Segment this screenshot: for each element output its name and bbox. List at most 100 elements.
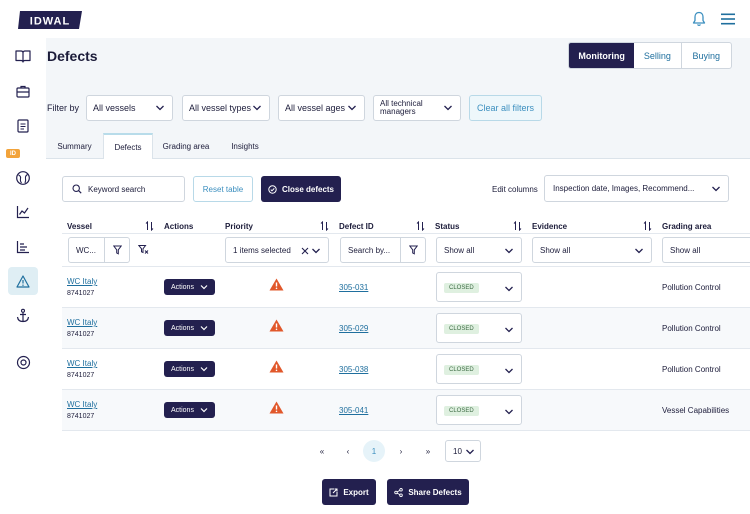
sidebar: ID: [0, 38, 46, 514]
support-icon[interactable]: [8, 348, 38, 376]
status-select[interactable]: CLOSED: [436, 272, 522, 302]
chevron-down-icon: [505, 248, 513, 254]
column-header-grading-area[interactable]: Grading area: [662, 221, 712, 231]
anchor-icon[interactable]: [8, 301, 38, 329]
vessel-link[interactable]: WC Italy: [67, 277, 98, 286]
vessel-link[interactable]: WC Italy: [67, 400, 98, 409]
export-label: Export: [343, 487, 369, 497]
actions-button[interactable]: Actions: [164, 320, 215, 336]
clear-filter-icon[interactable]: [138, 244, 149, 255]
defect-id-link[interactable]: 305-031: [339, 283, 369, 292]
tab-summary[interactable]: Summary: [57, 141, 92, 151]
sort-icon[interactable]: [416, 221, 425, 231]
column-header-actions: Actions: [164, 221, 194, 231]
tab-grading-area[interactable]: Grading area: [162, 141, 210, 151]
chart-icon[interactable]: [8, 198, 38, 226]
vessel-imo: 8741027: [67, 331, 95, 338]
grading-area-filter-select[interactable]: Show all: [662, 237, 750, 263]
defect-id-filter-placeholder: Search by...: [348, 245, 391, 255]
check-circle-icon: [268, 184, 277, 194]
prev-page-button[interactable]: ‹: [346, 446, 350, 456]
vessel-link[interactable]: WC Italy: [67, 359, 98, 368]
monitoring-toggle[interactable]: Monitoring: [569, 43, 635, 68]
share-icon: [394, 487, 404, 497]
sort-icon[interactable]: [145, 221, 154, 231]
chevron-down-icon: [348, 105, 356, 111]
keyword-search-input[interactable]: Keyword search: [62, 176, 185, 202]
vessel-imo: 8741027: [67, 290, 95, 297]
actions-button[interactable]: Actions: [164, 402, 215, 418]
column-header-evidence[interactable]: Evidence: [532, 221, 568, 231]
share-defects-button[interactable]: Share Defects: [387, 479, 469, 505]
reset-table-button[interactable]: Reset table: [193, 176, 253, 202]
first-page-button[interactable]: «: [319, 446, 325, 456]
sort-icon[interactable]: [643, 221, 652, 231]
chevron-down-icon: [444, 105, 452, 111]
defect-id-filter-input[interactable]: Search by...: [340, 237, 401, 263]
status-filter-select[interactable]: Show all: [436, 237, 522, 263]
column-header-vessel[interactable]: Vessel: [67, 221, 92, 231]
grading-area-value: Pollution Control: [662, 365, 721, 374]
buying-toggle[interactable]: Buying: [692, 50, 721, 61]
edit-columns-select[interactable]: Inspection date, Images, Recommend...: [544, 175, 729, 202]
defect-id-link[interactable]: 305-029: [339, 324, 369, 333]
technical-managers-filter[interactable]: All technical managers: [373, 95, 461, 121]
briefcase-icon[interactable]: [8, 77, 38, 105]
status-select[interactable]: CLOSED: [436, 313, 522, 343]
globe-icon[interactable]: [8, 164, 38, 192]
list-chart-icon[interactable]: [8, 233, 38, 261]
priority-filter-select[interactable]: 1 items selected: [225, 237, 329, 263]
vessel-link[interactable]: WC Italy: [67, 318, 98, 327]
search-placeholder: Keyword search: [88, 184, 146, 194]
status-select[interactable]: CLOSED: [436, 395, 522, 425]
chevron-down-icon: [505, 327, 513, 333]
column-header-status[interactable]: Status: [435, 221, 460, 231]
defect-id-link[interactable]: 305-041: [339, 406, 369, 415]
grading-area-value: Vessel Capabilities: [662, 406, 730, 415]
header-divider: [62, 233, 750, 234]
page-1-button[interactable]: 1: [363, 440, 385, 462]
idwal-logo[interactable]: IDWAL: [18, 11, 84, 29]
actions-label: Actions: [171, 283, 194, 291]
filter-icon[interactable]: [104, 237, 130, 263]
vessel-ages-filter[interactable]: All vessel ages: [278, 95, 365, 121]
tab-insights[interactable]: Insights: [231, 141, 259, 151]
page-size-select[interactable]: 10: [445, 440, 481, 462]
filter-icon[interactable]: [400, 237, 426, 263]
actions-label: Actions: [171, 406, 194, 414]
actions-button[interactable]: Actions: [164, 279, 215, 295]
menu-icon[interactable]: [720, 12, 736, 26]
sort-icon[interactable]: [513, 221, 522, 231]
vessels-filter[interactable]: All vessels: [86, 95, 173, 121]
warning-icon[interactable]: [8, 267, 38, 295]
selling-toggle[interactable]: Selling: [634, 43, 682, 68]
column-header-defect-id[interactable]: Defect ID: [339, 221, 374, 231]
status-select[interactable]: CLOSED: [436, 354, 522, 384]
svg-text:IDWAL: IDWAL: [30, 16, 70, 28]
last-page-button[interactable]: »: [425, 446, 431, 456]
book-icon[interactable]: [8, 42, 38, 70]
clear-filters-button[interactable]: Clear all filters: [469, 95, 542, 121]
vessel-filter-input[interactable]: WC...: [68, 237, 105, 263]
chevron-down-icon: [200, 367, 208, 372]
next-page-button[interactable]: ›: [399, 446, 403, 456]
grading-area-value: Pollution Control: [662, 324, 721, 333]
tab-defects[interactable]: Defects: [103, 133, 153, 160]
table-row: WC Italy 8741027 Actions 305-031 CLOSED …: [62, 267, 750, 308]
document-icon[interactable]: [8, 112, 38, 140]
close-defects-button[interactable]: Close defects: [261, 176, 341, 202]
top-bar: IDWAL: [0, 0, 750, 38]
sort-icon[interactable]: [320, 221, 329, 231]
bell-icon[interactable]: [692, 11, 706, 27]
actions-label: Actions: [171, 365, 194, 373]
close-defects-label: Close defects: [281, 184, 335, 194]
close-icon[interactable]: [301, 247, 309, 255]
evidence-filter-select[interactable]: Show all: [532, 237, 652, 263]
status-badge: CLOSED: [444, 283, 479, 293]
actions-button[interactable]: Actions: [164, 361, 215, 377]
export-button[interactable]: Export: [322, 479, 376, 505]
column-header-priority[interactable]: Priority: [225, 221, 254, 231]
page-title: Defects: [47, 48, 98, 64]
defect-id-link[interactable]: 305-038: [339, 365, 369, 374]
vessel-types-filter[interactable]: All vessel types: [182, 95, 270, 121]
